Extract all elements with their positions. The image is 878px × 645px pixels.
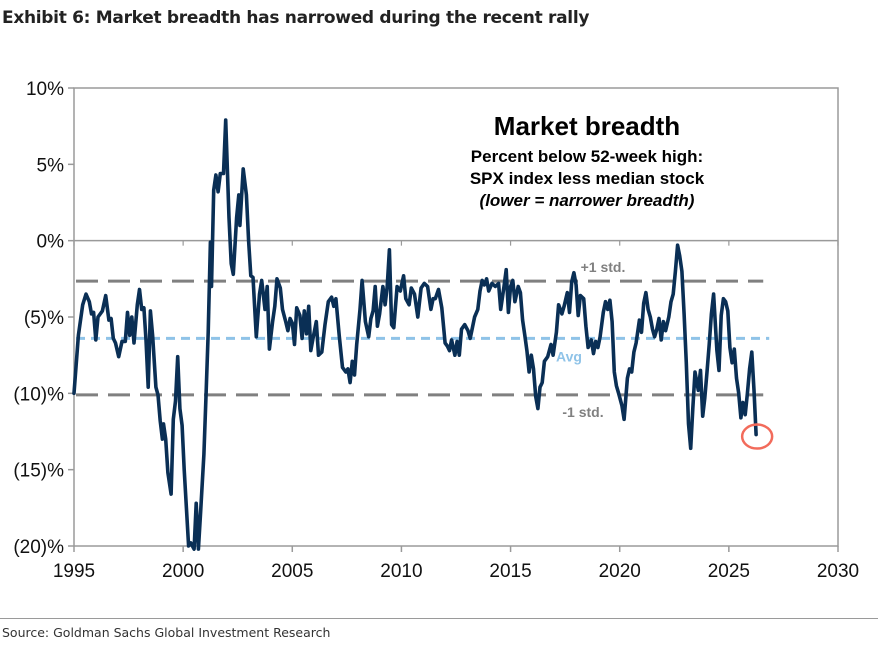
plot-area-frame	[73, 87, 839, 547]
y-tick-label: (20)%	[13, 537, 64, 558]
y-tick-label: 0%	[37, 232, 65, 253]
x-tick-label: 2005	[271, 561, 313, 582]
x-tick-label: 2015	[489, 561, 531, 582]
x-tick-label: 2020	[599, 561, 641, 582]
x-tick-label: 2010	[380, 561, 422, 582]
chart-title: Market breadth	[494, 111, 680, 141]
y-tick-label: (10)%	[13, 384, 64, 405]
y-tick-label: (5)%	[24, 308, 64, 329]
chart-subtitle-line-2: SPX index less median stock	[470, 169, 705, 188]
source-divider	[0, 618, 878, 619]
x-tick-label: 2030	[817, 561, 859, 582]
reference-label-avg: Avg	[556, 348, 582, 364]
reference-label-minus-1-std: -1 std.	[562, 404, 603, 420]
y-tick-label: (15)%	[13, 461, 64, 482]
source-note: Source: Goldman Sachs Global Investment …	[2, 625, 331, 640]
x-tick-label: 2000	[162, 561, 204, 582]
y-tick-label: 10%	[26, 79, 64, 100]
chart-subtitle-line-1: Percent below 52-week high:	[471, 147, 703, 166]
reference-lines: +1 std. Avg -1 std.	[76, 259, 770, 420]
x-axis: 1995 2000 2005 2010 2015 2020 2025 2030	[53, 240, 859, 582]
exhibit-title: Exhibit 6: Market breadth has narrowed d…	[2, 8, 590, 28]
chart-annotation: Market breadth Percent below 52-week hig…	[470, 111, 705, 210]
market-breadth-chart: 10% 5% 0% (5)% (10)% (15)% (20)% 1995 2000 2005 2…	[13, 79, 859, 582]
latest-reading-highlight-circle	[740, 423, 774, 450]
reference-label-plus-1-std: +1 std.	[581, 259, 626, 275]
y-axis: 10% 5% 0% (5)% (10)% (15)% (20)%	[13, 79, 74, 558]
x-tick-label: 1995	[53, 561, 95, 582]
chart-subtitle-line-3: (lower = narrower breadth)	[480, 191, 695, 210]
x-tick-label: 2025	[708, 561, 750, 582]
y-tick-label: 5%	[37, 155, 65, 176]
series-line	[72, 118, 758, 551]
